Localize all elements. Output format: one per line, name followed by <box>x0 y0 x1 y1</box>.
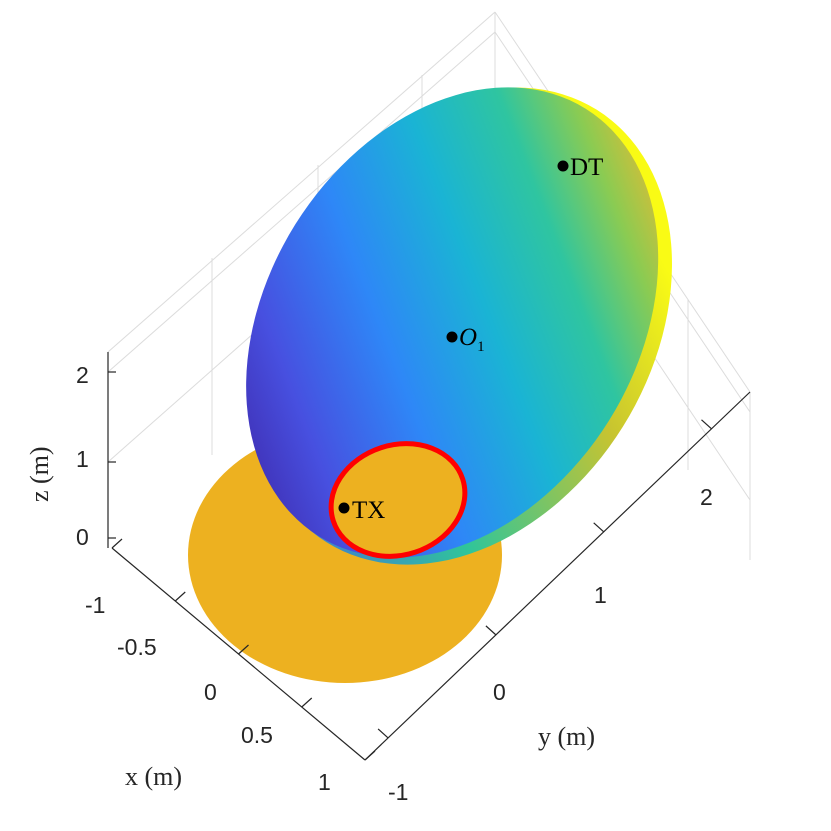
shell-surface <box>246 87 659 558</box>
point-marker <box>557 160 569 172</box>
ellipsoid-shell <box>246 87 672 565</box>
x-tick-label: -0.5 <box>117 634 157 660</box>
point-label: O1 <box>459 324 485 355</box>
point-dt: DT <box>557 154 603 181</box>
y-tick-label: -1 <box>388 779 408 805</box>
y-axis-line <box>364 391 751 761</box>
y-tick-label: 0 <box>493 679 506 705</box>
point-label: TX <box>352 497 385 524</box>
y-tick-label: 1 <box>594 582 607 608</box>
point-marker <box>338 502 350 514</box>
x-tick-label: 0.5 <box>241 722 273 748</box>
x-tick-label: 0 <box>204 679 217 705</box>
tick-mark <box>377 728 389 739</box>
tick-marks <box>108 371 712 761</box>
boundary-ellipse <box>328 441 468 559</box>
y-tick-label: 2 <box>700 484 713 510</box>
z-tick-label: 0 <box>76 524 89 550</box>
z-tick-label: 2 <box>76 362 89 388</box>
tick-mark <box>238 644 249 655</box>
z-tick-label: 1 <box>76 446 89 472</box>
point-marker <box>446 331 458 343</box>
tick-mark <box>301 697 313 708</box>
x-tick-label: -1 <box>85 592 105 618</box>
x-tick-label: 1 <box>318 769 331 795</box>
x-axis-label: x (m) <box>125 762 182 791</box>
tick-mark <box>111 538 123 549</box>
tick-mark <box>701 419 712 430</box>
tick-mark <box>593 522 605 533</box>
boundary-fill <box>331 443 465 557</box>
y-axis-label: y (m) <box>538 722 595 751</box>
y-tick-labels: -1 0 1 2 <box>388 484 713 805</box>
point-label: DT <box>570 154 603 181</box>
x-tick-labels: -1 -0.5 0 0.5 1 <box>85 592 331 795</box>
z-tick-labels: 0 1 2 <box>76 362 89 550</box>
tick-mark <box>174 591 186 602</box>
z-axis-label: z (m) <box>25 446 54 502</box>
tick-mark <box>485 625 497 636</box>
tick-mark <box>364 750 376 761</box>
point-o1: O1 <box>446 324 485 355</box>
point-tx: TX <box>338 497 385 524</box>
